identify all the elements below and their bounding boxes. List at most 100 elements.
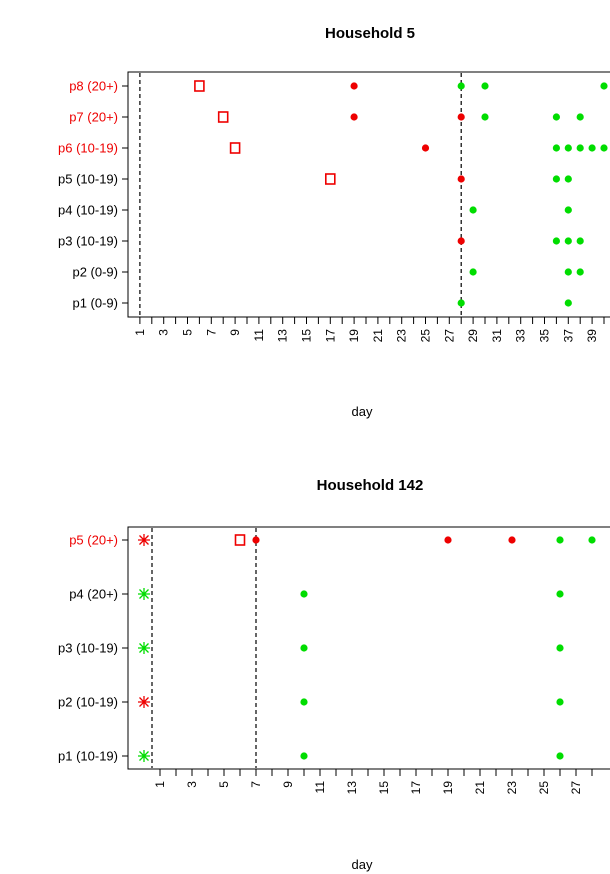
y-tick-label: p3 (10-19) <box>58 641 118 656</box>
chart-title: Household 5 <box>325 25 415 42</box>
data-point <box>588 536 596 544</box>
x-tick-label: 25 <box>537 781 551 795</box>
data-point <box>457 237 465 245</box>
data-point <box>588 144 596 152</box>
x-tick-label: 3 <box>185 781 199 788</box>
x-tick-label: 37 <box>561 329 575 343</box>
plot-frame <box>127 526 610 770</box>
data-point-asterisk <box>138 750 150 762</box>
y-tick-label: p3 (10-19) <box>58 234 118 249</box>
data-point <box>556 590 564 598</box>
data-point <box>457 299 465 307</box>
data-point-square <box>234 534 246 546</box>
data-point <box>350 113 358 121</box>
x-tick-label: 9 <box>281 781 295 788</box>
data-point-asterisk <box>138 534 150 546</box>
data-point <box>444 536 452 544</box>
x-tick-label: 17 <box>323 329 337 343</box>
data-point <box>576 268 584 276</box>
data-point-square <box>324 173 336 185</box>
x-tick-label: 15 <box>300 329 314 343</box>
data-point <box>552 237 561 245</box>
data-point <box>300 644 308 652</box>
x-tick-label: 5 <box>217 781 231 788</box>
x-tick-label: 15 <box>377 781 391 795</box>
y-tick-label: p2 (10-19) <box>58 695 118 710</box>
data-point <box>508 536 516 544</box>
x-tick-label: 7 <box>204 329 218 336</box>
y-tick-label: p5 (10-19) <box>58 172 118 187</box>
data-point <box>252 536 260 544</box>
data-point <box>556 752 564 760</box>
data-point <box>564 299 572 307</box>
data-point <box>552 113 561 121</box>
x-tick-label: 31 <box>490 329 504 343</box>
data-point <box>421 144 430 152</box>
chart-title: Household 142 <box>317 477 424 494</box>
data-point <box>457 82 465 90</box>
data-point-square <box>217 111 229 123</box>
data-point <box>300 698 308 706</box>
data-point <box>600 144 608 152</box>
x-tick-label: 17 <box>409 781 423 795</box>
x-tick-label: 23 <box>395 329 409 343</box>
data-point <box>457 175 465 183</box>
data-point <box>481 113 489 121</box>
data-point <box>600 82 608 90</box>
data-point-asterisk <box>138 642 150 654</box>
data-point-square <box>229 142 241 154</box>
data-point <box>556 698 564 706</box>
x-tick-label: 13 <box>345 781 359 795</box>
data-point <box>552 175 561 183</box>
x-tick-label: 23 <box>505 781 519 795</box>
x-tick-label: 29 <box>466 329 480 343</box>
data-point <box>564 175 572 183</box>
y-tick-label: p7 (20+) <box>69 110 118 125</box>
data-point <box>576 144 584 152</box>
y-tick-label: p2 (0-9) <box>72 265 118 280</box>
x-axis-label: day <box>352 857 373 872</box>
x-tick-label: 13 <box>276 329 290 343</box>
data-point <box>564 144 572 152</box>
x-tick-label: 27 <box>569 781 583 795</box>
x-tick-label: 35 <box>538 329 552 343</box>
x-tick-label: 21 <box>371 329 385 343</box>
y-tick-label: p1 (0-9) <box>72 296 118 311</box>
x-tick-label: 33 <box>514 329 528 343</box>
data-point <box>556 644 564 652</box>
data-point <box>469 268 477 276</box>
data-point <box>300 752 308 760</box>
x-tick-label: 1 <box>133 329 147 336</box>
data-point <box>300 590 308 598</box>
data-point <box>576 237 584 245</box>
household-5-chart: Household 5 day p8 (20+) p7 (20+) p6 (10-1… <box>58 25 610 419</box>
x-tick-label: 9 <box>228 329 242 336</box>
y-tick-label: p4 (20+) <box>69 587 118 602</box>
x-tick-label: 11 <box>252 329 266 342</box>
x-tick-label: 19 <box>441 781 455 795</box>
x-tick-label: 19 <box>347 329 361 343</box>
x-tick-label: 5 <box>181 329 195 336</box>
x-tick-label: 7 <box>249 781 263 788</box>
x-tick-label: 3 <box>157 329 171 336</box>
y-tick-label: p6 (10-19) <box>58 141 118 156</box>
y-tick-label: p4 (10-19) <box>58 203 118 218</box>
data-point <box>564 268 572 276</box>
household-142-chart: Household 142 day p5 (20+) p4 (20+) p3 (10… <box>58 477 610 872</box>
data-point <box>457 113 465 121</box>
data-point <box>576 113 584 121</box>
data-point <box>469 206 477 214</box>
data-point-asterisk <box>138 696 150 708</box>
data-point <box>556 536 564 544</box>
data-point <box>481 82 489 90</box>
data-point <box>552 144 561 152</box>
x-axis-label: day <box>352 404 373 419</box>
data-point-asterisk <box>138 588 150 600</box>
x-tick-label: 27 <box>442 329 456 343</box>
plot-frame <box>127 71 610 318</box>
x-tick-label: 11 <box>313 781 327 794</box>
data-point <box>564 206 572 214</box>
data-point <box>350 82 358 90</box>
x-tick-label: 25 <box>419 329 433 343</box>
y-tick-label: p8 (20+) <box>69 79 118 94</box>
